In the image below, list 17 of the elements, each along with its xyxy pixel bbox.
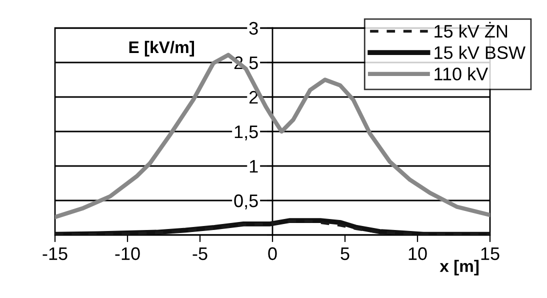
legend-label: 110 kV [434,67,488,80]
x-tick-label: 10 [408,247,427,260]
legend-label: 15 kV BSW [434,46,526,60]
x-tick-label: 15 [481,247,500,260]
x-tick-label: 0 [268,247,277,260]
y-tick-label: 1 [250,160,258,173]
y-axis-title: E [kV/m] [129,40,194,56]
x-tick-label: -15 [42,247,68,260]
y-tick-label: 3 [249,22,258,35]
y-tick-label: 2 [249,90,258,104]
legend-label: 15 kV ŻN [434,22,508,38]
x-axis-title: x [m] [440,260,479,276]
x-tick-label: -10 [115,247,140,260]
x-tick-label: -5 [192,247,208,260]
y-tick-label: 1,5 [234,126,258,140]
y-tick-label: 0,5 [234,194,258,210]
x-tick-label: 5 [340,247,350,260]
